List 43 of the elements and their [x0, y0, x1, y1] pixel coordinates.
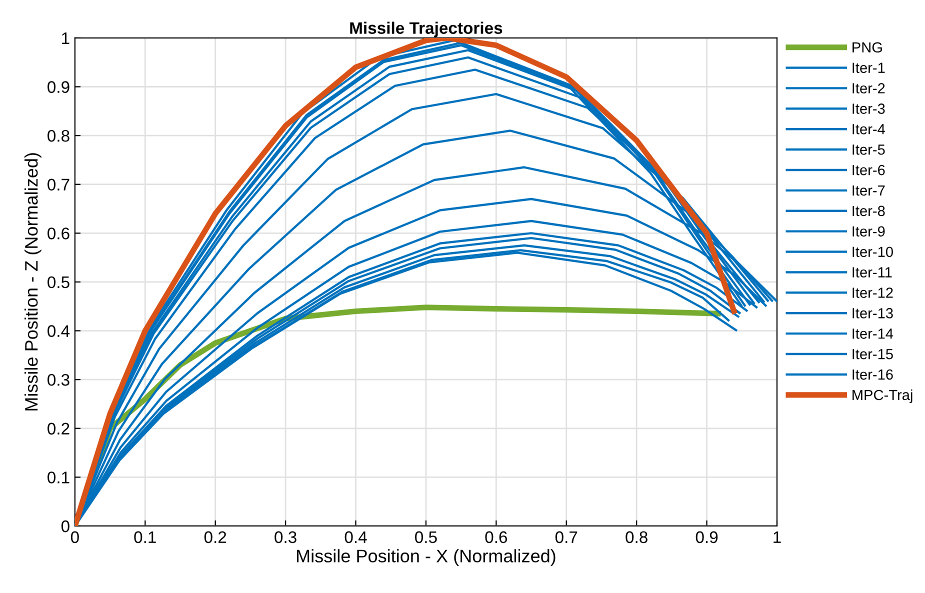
legend-label: Iter-4: [852, 124, 885, 134]
legend-label: Iter-7: [852, 185, 885, 196]
x-tick-label: 0.9: [696, 531, 718, 544]
x-tick-label: 0.7: [555, 531, 578, 544]
legend-label: Iter-14: [852, 328, 894, 339]
y-tick-label: 0.9: [48, 81, 70, 93]
legend-label: Iter-10: [852, 246, 893, 258]
y-tick-label: 0.4: [48, 325, 70, 337]
y-tick-label: 0: [61, 520, 70, 532]
x-tick-label: 0.4: [344, 531, 367, 544]
x-tick-label: 1: [774, 531, 781, 543]
legend-label: Iter-11: [852, 267, 892, 278]
legend-label: Iter-13: [852, 308, 893, 318]
x-tick-label: 0.2: [204, 531, 226, 544]
x-tick-label: 0.3: [274, 531, 296, 544]
legend-label: Iter-3: [852, 104, 885, 114]
chart-title: Missile Trajectories: [350, 22, 502, 38]
y-tick-label: 0.2: [48, 422, 70, 435]
legend-label: Iter-1: [852, 62, 885, 73]
y-tick-label: 0.5: [48, 276, 70, 288]
x-tick-label: 0.5: [415, 531, 437, 544]
y-tick-label: 0.3: [48, 374, 70, 386]
x-tick-label: 0.6: [485, 531, 508, 544]
legend-label: Iter-6: [852, 164, 885, 176]
legend-label: PNG: [852, 42, 882, 53]
legend-label: Iter-8: [852, 206, 885, 216]
x-tick-label: 0.8: [626, 531, 648, 544]
legend-label: Iter-12: [852, 288, 893, 298]
y-tick-label: 1: [62, 32, 70, 44]
legend-label: Iter-16: [852, 369, 893, 380]
legend-label: MPC-Traj: [852, 389, 912, 404]
legend-label: Iter-5: [852, 144, 885, 155]
y-tick-label: 0.8: [48, 130, 70, 142]
legend-label: Iter-15: [852, 349, 893, 360]
y-tick-label: 0.1: [48, 472, 70, 484]
y-axis-title: Missile Position - Z (Normalized): [24, 153, 42, 410]
legend-label: Iter-9: [852, 226, 885, 237]
x-axis-title: Missile Position - X (Normalized): [297, 549, 556, 566]
x-tick-label: 0.1: [134, 531, 156, 544]
legend-label: Iter-2: [852, 83, 885, 94]
x-tick-label: 0: [70, 531, 79, 544]
y-tick-label: 0.7: [48, 178, 70, 191]
y-tick-label: 0.6: [48, 228, 70, 240]
